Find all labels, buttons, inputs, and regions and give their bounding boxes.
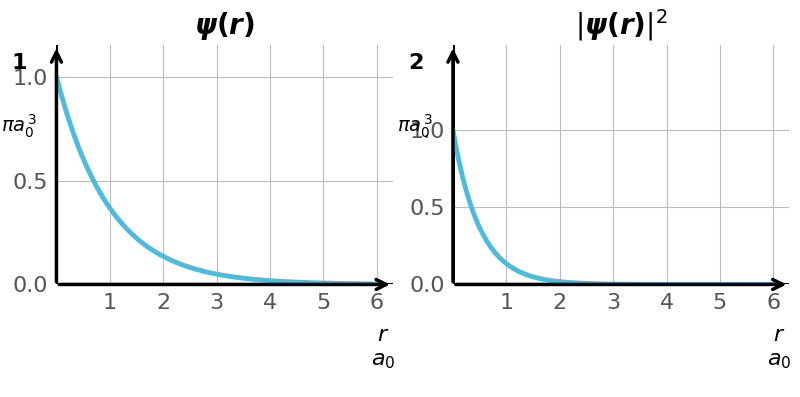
Title: $|\boldsymbol{\psi(r)}|^2$: $|\boldsymbol{\psi(r)}|^2$ xyxy=(575,7,667,43)
Text: 2: 2 xyxy=(408,53,423,73)
Text: $r$: $r$ xyxy=(377,325,389,345)
Text: $a_0$: $a_0$ xyxy=(370,351,395,371)
Text: $\pi a_0^{\,3}$: $\pi a_0^{\,3}$ xyxy=(398,112,434,140)
Text: $a_0$: $a_0$ xyxy=(767,351,791,371)
Text: 1: 1 xyxy=(11,53,27,73)
Text: $r$: $r$ xyxy=(773,325,786,345)
Text: $\pi a_0^{\,3}$: $\pi a_0^{\,3}$ xyxy=(1,112,38,140)
Title: $\boldsymbol{\psi(r)}$: $\boldsymbol{\psi(r)}$ xyxy=(194,10,255,42)
